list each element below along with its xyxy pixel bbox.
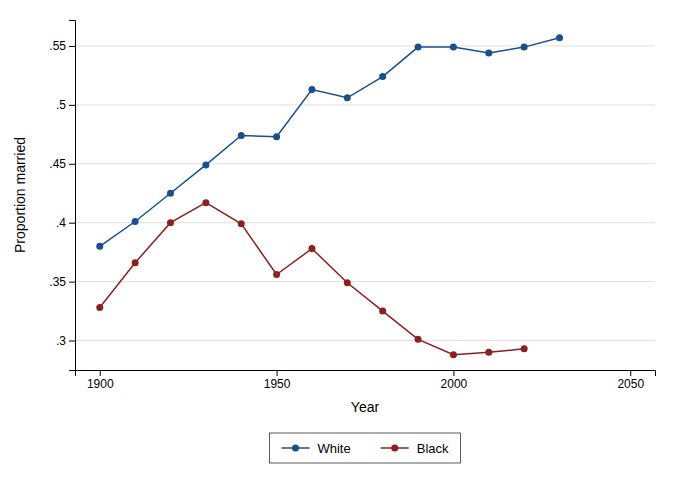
point <box>308 86 315 93</box>
point <box>379 73 386 80</box>
point <box>450 351 457 358</box>
tick-label: .5 <box>56 98 66 112</box>
tick: 2000 <box>441 370 468 391</box>
chart: 1900 1950 2000 2050 .3 .35 .4 .45 .5 .55 Year Propo… <box>0 0 685 480</box>
point <box>167 219 174 226</box>
tick-label: 1950 <box>264 377 291 391</box>
tick-mark <box>69 282 75 283</box>
tick-mark <box>630 370 631 376</box>
grid-line <box>75 104 655 105</box>
point <box>167 190 174 197</box>
x-axis: 1900 1950 2000 2050 <box>76 370 656 391</box>
legend: White Black <box>269 433 460 463</box>
point <box>415 44 422 51</box>
tick-mark <box>69 341 75 342</box>
point <box>521 345 528 352</box>
point <box>132 218 139 225</box>
point <box>273 133 280 140</box>
axis-line <box>76 371 656 377</box>
point <box>238 132 245 139</box>
point <box>485 349 492 356</box>
tick-label: .45 <box>49 157 66 171</box>
tick-mark <box>453 370 454 376</box>
tick: 2050 <box>617 370 644 391</box>
tick: .3 <box>56 334 75 348</box>
tick-label: .55 <box>49 39 66 53</box>
plot-area <box>96 34 563 358</box>
tick: .4 <box>56 216 75 230</box>
legend-item: Black <box>381 441 449 456</box>
point <box>521 44 528 51</box>
tick-label: .3 <box>56 334 66 348</box>
point <box>238 220 245 227</box>
tick-label: .35 <box>49 275 66 289</box>
grid-line <box>75 281 655 282</box>
tick-label: .4 <box>56 216 66 230</box>
tick-label: 2050 <box>617 377 644 391</box>
tick-mark <box>100 370 101 376</box>
legend-marker <box>292 445 299 452</box>
grid-line <box>75 340 655 341</box>
point <box>96 304 103 311</box>
point <box>132 259 139 266</box>
point <box>202 199 209 206</box>
x-axis-title: Year <box>351 399 380 415</box>
tick: .55 <box>49 39 75 53</box>
legend-label: White <box>317 441 350 456</box>
tick: .45 <box>49 157 75 171</box>
series-points <box>96 199 527 358</box>
point <box>202 161 209 168</box>
series-points <box>96 34 563 250</box>
series-line <box>100 38 560 247</box>
tick-mark <box>277 370 278 376</box>
tick: .35 <box>49 275 75 289</box>
legend-marker <box>391 445 398 452</box>
point <box>344 279 351 286</box>
legend-box <box>269 433 460 463</box>
point <box>415 336 422 343</box>
tick: .5 <box>56 98 75 112</box>
y-axis-title: Proportion married <box>12 137 28 253</box>
point <box>96 243 103 250</box>
point <box>273 271 280 278</box>
tick-mark <box>69 46 75 47</box>
tick-mark <box>69 105 75 106</box>
point <box>379 308 386 315</box>
point <box>556 34 563 41</box>
tick-mark <box>69 223 75 224</box>
legend-item: White <box>281 441 350 456</box>
grid-line <box>75 222 655 223</box>
tick: 1950 <box>264 370 291 391</box>
tick: 1900 <box>87 370 114 391</box>
tick-label: 1900 <box>87 377 114 391</box>
series-line <box>100 203 524 355</box>
point <box>308 245 315 252</box>
y-axis: .3 .35 .4 .45 .5 .55 <box>49 21 75 371</box>
tick-mark <box>69 164 75 165</box>
axis-line <box>69 21 76 371</box>
grid-line <box>75 45 655 46</box>
point <box>344 94 351 101</box>
tick-label: 2000 <box>441 377 468 391</box>
point <box>450 44 457 51</box>
grid-line <box>75 163 655 164</box>
legend-label: Black <box>417 441 449 456</box>
point <box>485 49 492 56</box>
